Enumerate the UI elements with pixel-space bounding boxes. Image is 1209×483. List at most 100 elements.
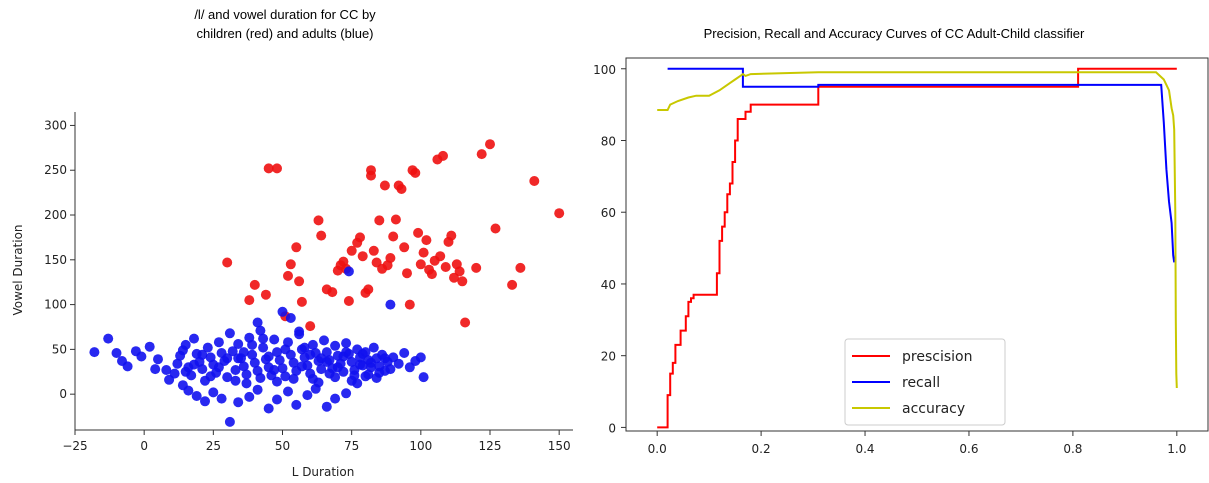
child-point — [327, 287, 338, 298]
y-tick-label: 50 — [52, 342, 67, 356]
adult-point — [288, 357, 299, 368]
adult-point — [277, 363, 288, 374]
adult-point — [233, 339, 244, 349]
adult-point — [213, 337, 224, 348]
adult-point — [291, 399, 302, 410]
adult-point — [332, 362, 343, 373]
accuracy-line — [657, 71, 1178, 389]
x-tick-label: 0.2 — [752, 442, 771, 456]
child-point — [316, 230, 327, 241]
adult-point — [144, 341, 155, 352]
child-point — [438, 150, 448, 161]
adult-point — [191, 391, 202, 401]
adult-point — [255, 373, 266, 383]
child-point — [244, 295, 255, 306]
x-tick-label: 1.0 — [1167, 442, 1186, 456]
adult-point — [233, 353, 244, 364]
adult-point — [349, 370, 360, 381]
child-point — [404, 299, 415, 310]
pr-x-ticks: 0.0 0.2 0.4 0.6 0.8 1.0 — [648, 431, 1186, 456]
child-point — [368, 245, 379, 256]
adult-point — [330, 393, 341, 404]
scatter-y-ticks: 0 50 100 150 200 250 300 — [44, 118, 75, 401]
child-point — [399, 242, 410, 253]
adult-point — [244, 391, 255, 402]
adult-point — [263, 351, 274, 362]
child-point — [435, 251, 446, 262]
child-point — [366, 165, 376, 176]
child-point — [283, 270, 293, 281]
adult-point — [415, 352, 426, 363]
adult-point — [324, 368, 335, 379]
adult-point — [136, 351, 147, 362]
child-point — [457, 276, 468, 287]
adult-point — [379, 353, 390, 364]
adult-point — [283, 386, 293, 397]
adult-point — [346, 356, 357, 367]
adult-point — [222, 353, 233, 364]
y-tick-label: 100 — [44, 298, 67, 312]
child-point — [272, 163, 282, 174]
child-point — [418, 247, 429, 258]
adult-point — [357, 348, 368, 359]
child-point — [313, 215, 324, 226]
adult-point — [122, 361, 133, 372]
x-tick-label: 0.4 — [855, 442, 874, 456]
child-point — [285, 259, 296, 270]
adult-point — [305, 349, 316, 360]
adult-point — [280, 344, 291, 355]
child-point — [355, 232, 365, 243]
child-point — [476, 149, 487, 160]
x-tick-label: 0.8 — [1063, 442, 1082, 456]
pr-chart-title: Precision, Recall and Accuracy Curves of… — [704, 26, 1085, 41]
child-point — [222, 257, 233, 268]
adult-point — [150, 364, 161, 375]
adult-point — [355, 359, 365, 370]
adult-point — [161, 365, 172, 375]
x-tick-label: 125 — [479, 439, 502, 453]
x-tick-label: 100 — [409, 439, 432, 453]
child-point — [471, 262, 482, 273]
scatter-x-axis-label: L Duration — [292, 465, 355, 479]
child-point — [446, 230, 457, 241]
pr-y-ticks: 0 20 40 60 80 100 — [593, 63, 626, 435]
adult-point — [241, 369, 252, 380]
adult-point — [274, 355, 285, 366]
child-point — [374, 215, 385, 226]
child-point — [426, 269, 437, 280]
adult-point — [216, 393, 227, 404]
adult-point — [299, 342, 310, 353]
scatter-y-axis-label: Vowel Duration — [11, 224, 25, 315]
adult-point — [341, 347, 352, 358]
adult-point — [153, 354, 163, 365]
adult-point — [269, 365, 280, 375]
adult-point — [230, 375, 241, 386]
y-tick-label: 20 — [601, 350, 616, 364]
x-tick-label: 0 — [140, 439, 148, 453]
adult-point — [189, 333, 199, 344]
adult-point — [224, 328, 235, 339]
x-tick-label: 0.6 — [959, 442, 978, 456]
child-point — [294, 276, 305, 287]
adult-point — [368, 342, 379, 353]
scatter-title-line2: children (red) and adults (blue) — [196, 26, 373, 41]
adult-point — [200, 396, 210, 407]
child-point — [343, 296, 354, 306]
adult-point — [263, 403, 274, 414]
child-point — [357, 251, 368, 262]
accuracy-legend-label: accuracy — [902, 401, 965, 417]
adult-point — [213, 362, 224, 373]
y-tick-label: 100 — [593, 63, 616, 77]
adult-point — [418, 372, 429, 383]
scatter-x-ticks: −25 0 25 50 75 100 125 150 — [62, 430, 571, 453]
adult-point — [89, 347, 100, 358]
adult-point — [319, 335, 329, 346]
adult-point — [205, 371, 216, 382]
x-tick-label: 25 — [206, 439, 221, 453]
adult-point — [180, 339, 191, 350]
child-point — [529, 176, 540, 186]
child-point — [388, 231, 399, 242]
y-tick-label: 300 — [44, 118, 67, 132]
pr-legend-box — [844, 338, 1006, 426]
adult-point — [183, 385, 194, 396]
